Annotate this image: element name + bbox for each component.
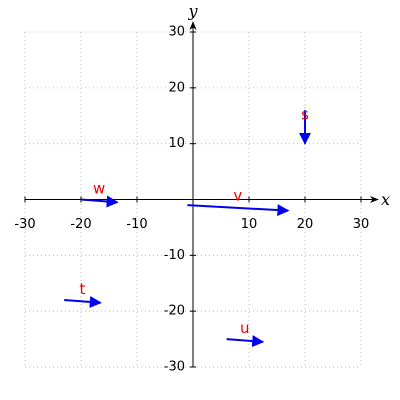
vector-arrow	[80, 195, 119, 208]
x-tick-label: -30	[14, 217, 35, 232]
vector-arrow	[187, 204, 290, 217]
vector-arrow	[64, 295, 102, 308]
x-tick-label: 30	[353, 217, 370, 232]
vector-arrow	[226, 335, 265, 348]
y-tick-label: -30	[164, 360, 185, 375]
x-tick-label: -10	[126, 217, 147, 232]
y-tick-label: 30	[168, 25, 185, 40]
vector-label: v	[233, 186, 242, 204]
x-tick-label: -20	[70, 217, 91, 232]
y-tick-label: -10	[164, 248, 185, 263]
x-axis-label: x	[381, 190, 390, 209]
vector-label: s	[301, 105, 309, 123]
vector-label: w	[93, 179, 105, 197]
y-tick-label: 10	[168, 136, 185, 151]
y-axis-label: y	[187, 2, 198, 21]
y-tick-label: 20	[168, 80, 185, 95]
x-tick-label: 10	[241, 217, 258, 232]
y-tick-label: -20	[164, 304, 185, 319]
vector-label: u	[240, 319, 250, 337]
vector-label: t	[79, 280, 85, 298]
x-tick-label: 20	[297, 217, 314, 232]
